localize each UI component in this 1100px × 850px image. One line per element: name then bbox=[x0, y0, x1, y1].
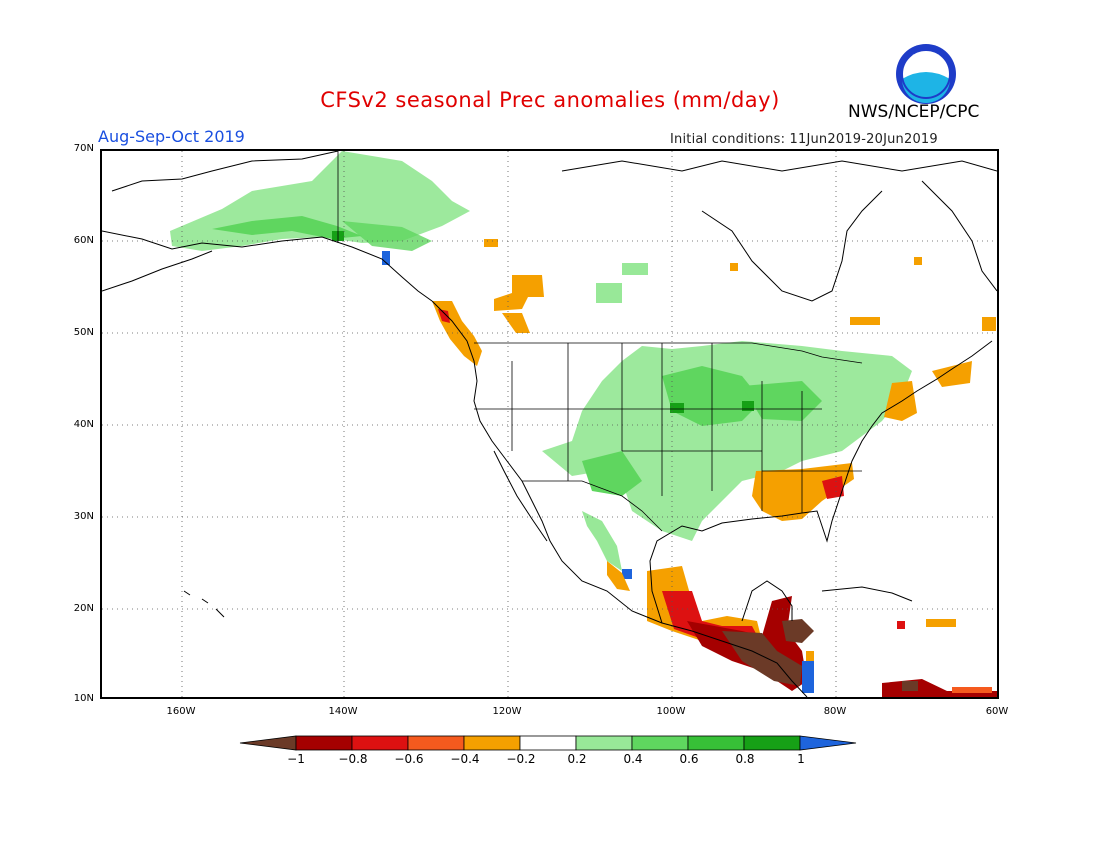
colorbar-label: −1 bbox=[287, 752, 305, 766]
colorbar-cell bbox=[743, 735, 801, 751]
colorbar-label: 0.2 bbox=[567, 752, 587, 766]
noaa-logo-icon bbox=[896, 44, 956, 104]
colorbar-cell bbox=[519, 735, 577, 751]
map-title: CFSv2 seasonal Prec anomalies (mm/day) bbox=[320, 88, 780, 112]
noaa-logo-text: NOAA bbox=[911, 54, 941, 64]
season-label: Aug-Sep-Oct 2019 bbox=[98, 127, 245, 146]
colorbar-label: 0.4 bbox=[623, 752, 643, 766]
coastlines bbox=[102, 151, 997, 697]
colorbar-cell bbox=[631, 735, 689, 751]
colorbar-cell bbox=[463, 735, 521, 751]
graticule bbox=[102, 151, 997, 697]
colorbar-label: −0.6 bbox=[394, 752, 424, 766]
colorbar-label: −0.8 bbox=[338, 752, 368, 766]
colorbar-cell bbox=[407, 735, 465, 751]
lon-label-60w: 60W bbox=[985, 706, 1009, 717]
lon-label-100w: 100W bbox=[656, 706, 686, 717]
org-label: NWS/NCEP/CPC bbox=[848, 102, 980, 122]
colorbar-label: 0.6 bbox=[679, 752, 699, 766]
lon-label-140w: 140W bbox=[328, 706, 358, 717]
lon-label-160w: 160W bbox=[166, 706, 196, 717]
colorbar-cell bbox=[351, 735, 409, 751]
colorbar-cell bbox=[575, 735, 633, 751]
initial-conditions-label: Initial conditions: 11Jun2019-20Jun2019 bbox=[670, 132, 938, 147]
lon-label-120w: 120W bbox=[492, 706, 522, 717]
map-panel bbox=[100, 149, 999, 699]
colorbar-label: −0.2 bbox=[506, 752, 536, 766]
lon-label-80w: 80W bbox=[823, 706, 847, 717]
colorbar-label: 1 bbox=[797, 752, 805, 766]
colorbar-cell bbox=[295, 735, 353, 751]
lat-label-60n: 60N bbox=[73, 235, 94, 246]
lat-label-50n: 50N bbox=[73, 327, 94, 338]
lat-label-10n: 10N bbox=[73, 693, 94, 704]
colorbar-extend-high bbox=[799, 735, 857, 751]
colorbar-label: −0.4 bbox=[450, 752, 480, 766]
colorbar-cell bbox=[687, 735, 745, 751]
lat-label-40n: 40N bbox=[73, 419, 94, 430]
colorbar bbox=[239, 735, 857, 751]
colorbar-label: 0.8 bbox=[735, 752, 755, 766]
colorbar-extend-low bbox=[239, 735, 297, 751]
lat-label-70n: 70N bbox=[73, 143, 94, 154]
lat-label-30n: 30N bbox=[73, 511, 94, 522]
political-borders bbox=[337, 151, 863, 532]
anomaly-map bbox=[102, 151, 997, 697]
lat-label-20n: 20N bbox=[73, 603, 94, 614]
